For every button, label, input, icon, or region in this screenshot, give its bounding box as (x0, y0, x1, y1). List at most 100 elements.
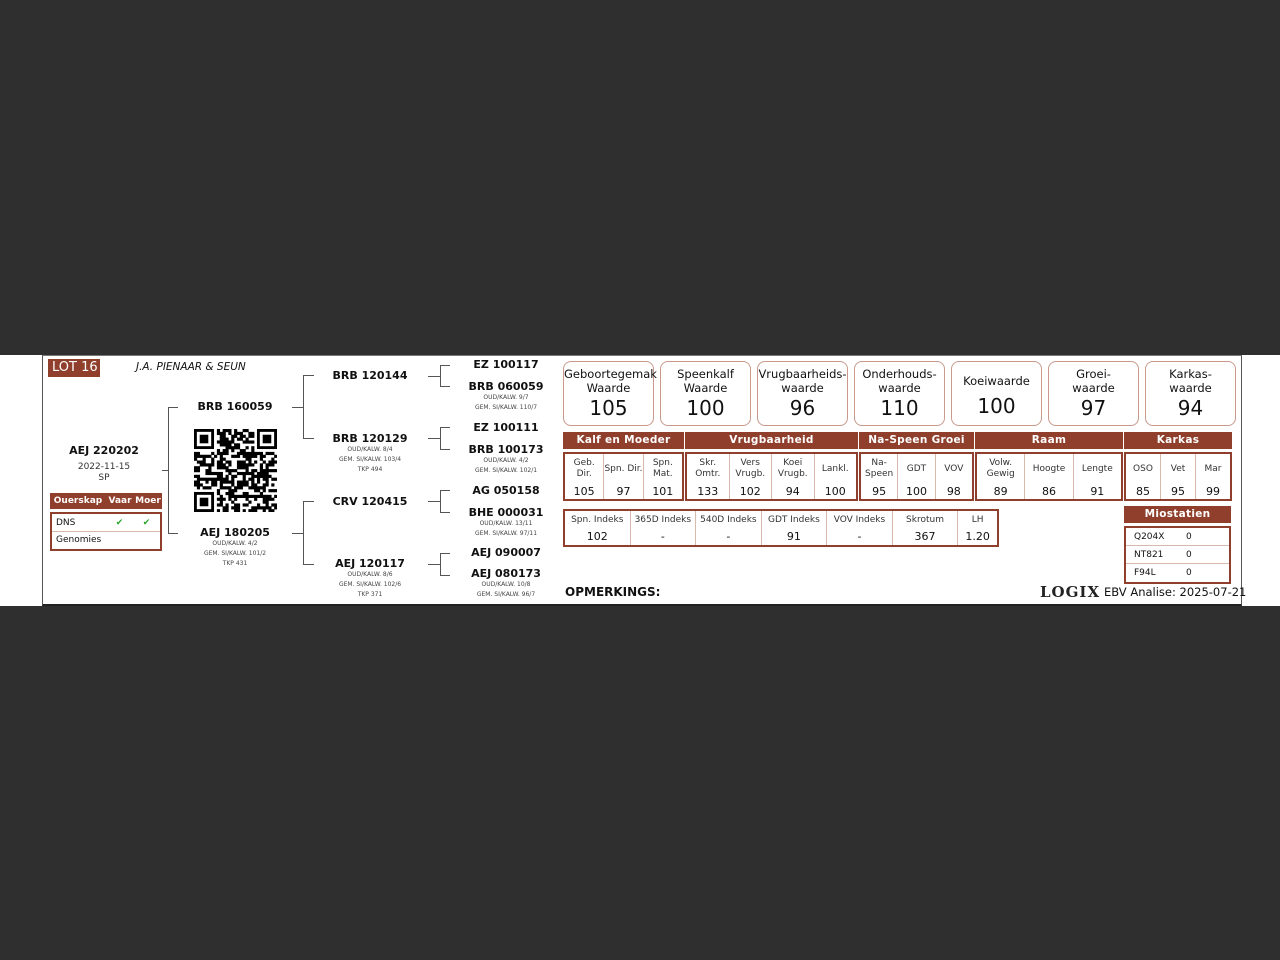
value-card: Koeiwaarde 100 (951, 361, 1042, 426)
ancestor-detail: TKP 371 (357, 591, 383, 598)
sire-id: BRB 160059 (197, 400, 273, 413)
index-table: Spn. Indeks 102 365D Indeks - 540D Indeks - GD… (563, 509, 999, 547)
myostatin-row: F94L 0 (1126, 564, 1229, 582)
index-label: Spn. Indeks (571, 514, 624, 525)
index-label: 540D Indeks (700, 514, 757, 525)
metric-cell: Vers Vrugb. 102 (730, 454, 772, 499)
bracket-line (168, 533, 178, 534)
bracket-line (428, 501, 440, 502)
index-value: - (660, 530, 665, 543)
group-table: Volw. Gewig 89 Hoogte 86 Lengte 91 (975, 452, 1123, 501)
metric-value: 89 (993, 485, 1008, 498)
group-table: Na- Speen 95 GDT 100 VOV 98 (859, 452, 974, 501)
ancestor-detail: GEM. SI/KALW. 97/11 (474, 530, 538, 537)
value-card: Groei-waarde 97 (1048, 361, 1139, 426)
card-value: 110 (880, 396, 919, 420)
index-value: 91 (786, 530, 801, 543)
index-cell: 365D Indeks - (631, 511, 697, 545)
ancestor-id: BHE 000031 (468, 506, 544, 519)
bracket-line (428, 438, 440, 439)
qr-code[interactable] (194, 429, 277, 512)
ancestor-detail: GEM. SI/KALW. 102/6 (338, 581, 402, 588)
index-value: - (726, 530, 731, 543)
bracket-line (168, 407, 178, 408)
metric-value: 94 (785, 485, 800, 498)
group-header: Raam (975, 432, 1123, 449)
bracket-line (428, 376, 440, 377)
card-value: 100 (977, 394, 1016, 418)
card-value: 105 (589, 396, 628, 420)
metric-cell: Vet 95 (1161, 454, 1196, 499)
pedigree-gen3: EZ 100117 (456, 358, 556, 371)
ancestor-detail: GEM. SI/KALW. 103/4 (338, 456, 402, 463)
pedigree-gen2: CRV 120415 (320, 495, 420, 508)
index-value: 102 (586, 530, 608, 543)
metric-label: Lengte (1081, 463, 1113, 474)
index-cell: Skrotum 367 (893, 511, 959, 545)
index-value: 1.20 (965, 530, 990, 543)
index-cell: VOV Indeks - (827, 511, 893, 545)
myostatin-value: 0 (1186, 550, 1192, 560)
dam-detail: OUD/KALW. 4/2 (212, 540, 258, 547)
myostatin-value: 0 (1186, 532, 1192, 542)
ancestor-id: EZ 100111 (473, 421, 539, 434)
metric-label: OSO (1133, 463, 1153, 474)
ancestor-id: BRB 120129 (332, 432, 408, 445)
bracket-line (440, 490, 450, 491)
metric-label: GDT (906, 463, 927, 474)
bracket-line (440, 512, 450, 513)
metric-label: Koei Vrugb. (777, 458, 808, 479)
dam-id: AEJ 180205 (200, 526, 270, 539)
ancestor-detail: OUD/KALW. 10/8 (481, 581, 531, 588)
myostatin-marker: F94L (1134, 568, 1156, 578)
metric-label: Mar (1204, 463, 1222, 474)
bracket-line (440, 386, 450, 387)
metric-value: 98 (946, 485, 961, 498)
metric-value: 86 (1041, 485, 1056, 498)
pedigree-gen3: EZ 100111 (456, 421, 556, 434)
index-label: GDT Indeks (768, 514, 820, 525)
metric-label: VOV (944, 463, 964, 474)
lot-badge: LOT 16 (48, 359, 100, 377)
ancestor-id: AG 050158 (472, 484, 540, 497)
card-label: Karkas- (1169, 367, 1212, 381)
bracket-line (303, 375, 314, 376)
index-cell: Spn. Indeks 102 (565, 511, 631, 545)
index-label: 365D Indeks (634, 514, 692, 525)
ancestor-detail: OUD/KALW. 13/11 (479, 520, 533, 527)
card-label: Waarde (683, 381, 728, 395)
bracket-line (303, 375, 304, 439)
ancestor-id: BRB 100173 (468, 443, 544, 456)
card-label: waarde (781, 381, 824, 395)
myostatin-table: Q204X 0 NT821 0 F94L 0 (1124, 526, 1231, 584)
ancestor-detail: OUD/KALW. 9/7 (483, 394, 529, 401)
birth-date: 2022-11-15 (77, 462, 131, 472)
metric-value: 133 (697, 485, 719, 498)
index-label: VOV Indeks (833, 514, 886, 525)
bracket-line (440, 427, 450, 428)
value-card: Geboortegemak Waarde 105 (563, 361, 657, 426)
metric-label: Spn. Mat. (652, 458, 673, 479)
bracket-line (303, 501, 304, 565)
index-cell: 540D Indeks - (696, 511, 762, 545)
metric-label: Na- Speen (865, 458, 894, 479)
bracket-line (440, 365, 450, 366)
bracket-line (303, 564, 314, 565)
ancestor-detail: GEM. SI/KALW. 110/7 (474, 404, 538, 411)
parentage-header-label: Ouerskap (53, 496, 103, 506)
index-value: - (857, 530, 862, 543)
metric-value: 91 (1090, 485, 1105, 498)
card-value: 96 (789, 396, 816, 420)
metric-cell: Volw. Gewig 89 (977, 454, 1026, 499)
check-icon: ✔ (142, 518, 151, 528)
metric-value: 102 (739, 485, 761, 498)
group-header: Na-Speen Groei (859, 432, 974, 449)
card-value: 97 (1080, 396, 1107, 420)
pedigree-gen3: AEJ 080173 OUD/KALW. 10/8 GEM. SI/KALW. 96… (456, 567, 556, 600)
pedigree-gen3: AG 050158 (456, 484, 556, 497)
metric-cell: Geb. Dir. 105 (565, 454, 605, 499)
value-card: Onderhouds-waarde 110 (854, 361, 945, 426)
metric-cell: Lankl. 100 (815, 454, 857, 499)
parentage-row: DNS ✔ ✔ (52, 514, 160, 532)
animal-type: SP (98, 473, 110, 483)
